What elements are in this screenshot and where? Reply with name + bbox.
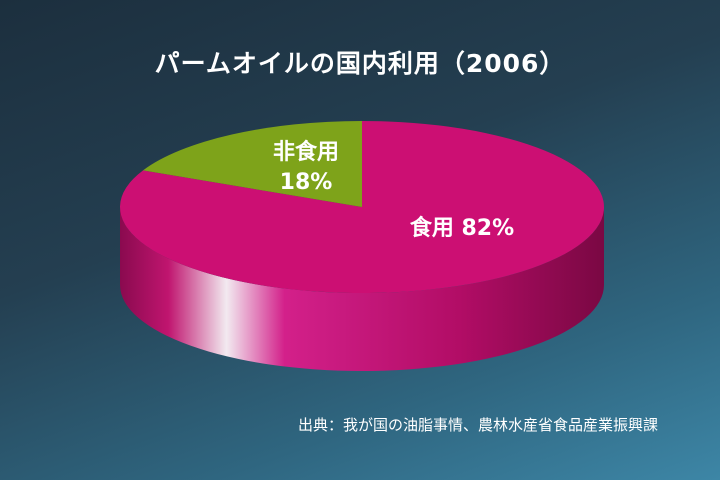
source-note: 出典：我が国の油脂事情、農林水産省食品産業振興課	[297, 416, 658, 434]
pie-slice-0	[120, 121, 605, 293]
slice-label-1: 非食用 18%	[273, 139, 339, 195]
pie-side-wall	[120, 207, 604, 371]
slice-label-0: 食用 82%	[410, 215, 514, 241]
chart-title: パームオイルの国内利用（2006）	[154, 49, 566, 78]
pie-slice-1	[143, 121, 362, 207]
